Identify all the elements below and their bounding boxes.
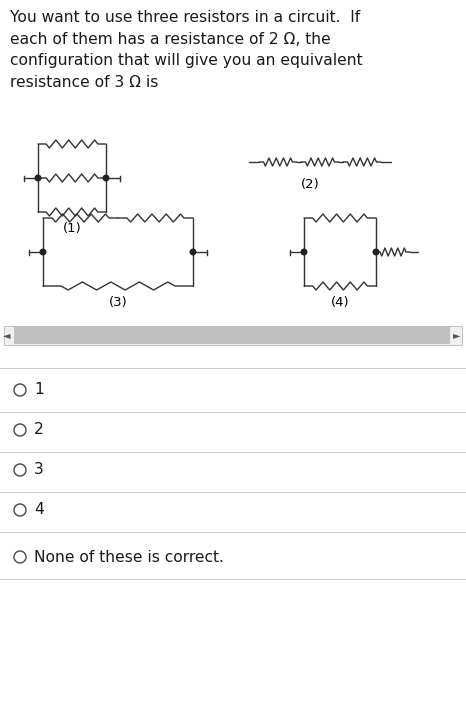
- Circle shape: [190, 249, 196, 254]
- Text: 4: 4: [34, 503, 44, 517]
- Bar: [14, 327, 450, 343]
- Text: 1: 1: [34, 383, 44, 397]
- Text: ►: ►: [453, 330, 461, 340]
- Text: (2): (2): [301, 178, 319, 191]
- Text: ◄: ◄: [3, 330, 11, 340]
- Circle shape: [40, 249, 46, 254]
- Text: None of these is correct.: None of these is correct.: [34, 550, 224, 564]
- Text: 2: 2: [34, 423, 44, 437]
- Circle shape: [301, 249, 307, 254]
- Text: (3): (3): [109, 296, 127, 309]
- Circle shape: [103, 175, 109, 181]
- Circle shape: [35, 175, 41, 181]
- Circle shape: [373, 249, 379, 254]
- Text: (4): (4): [331, 296, 350, 309]
- Text: You want to use three resistors in a circuit.  If
each of them has a resistance : You want to use three resistors in a cir…: [10, 10, 363, 90]
- Bar: [4, 325, 462, 344]
- Text: (1): (1): [62, 222, 82, 235]
- Text: 3: 3: [34, 463, 44, 477]
